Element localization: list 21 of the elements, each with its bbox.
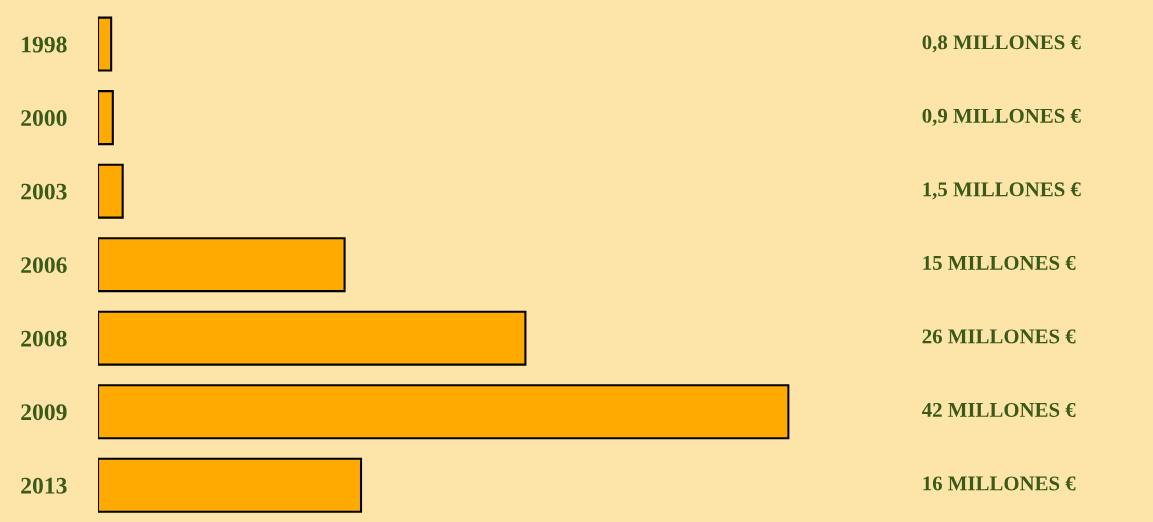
data-label: 16 MILLONES € <box>923 476 1076 491</box>
data-label: 15 MILLONES € <box>923 255 1076 270</box>
data-label: 26 MILLONES € <box>922 329 1076 344</box>
data-label: 0,8 MILLONES € <box>922 35 1081 53</box>
data-label: 0,9 MILLONES € <box>922 108 1081 126</box>
data-label: 42 MILLONES € <box>922 402 1076 417</box>
data-label: 1,5 MILLONES € <box>923 182 1081 200</box>
y-tick-label: 2003 <box>21 183 67 200</box>
bar <box>98 90 114 146</box>
bar <box>98 384 790 440</box>
y-tick-label: 2009 <box>21 404 67 421</box>
bar <box>98 163 124 219</box>
bar <box>98 310 527 366</box>
y-tick-label: 2006 <box>21 257 67 274</box>
bar <box>98 457 363 513</box>
y-tick-label: 2008 <box>21 330 67 347</box>
y-tick-label: 2013 <box>21 477 67 494</box>
y-tick-label: 2000 <box>21 110 67 127</box>
bar <box>98 237 346 293</box>
bar <box>98 16 113 72</box>
y-tick-label: 1998 <box>22 36 67 53</box>
